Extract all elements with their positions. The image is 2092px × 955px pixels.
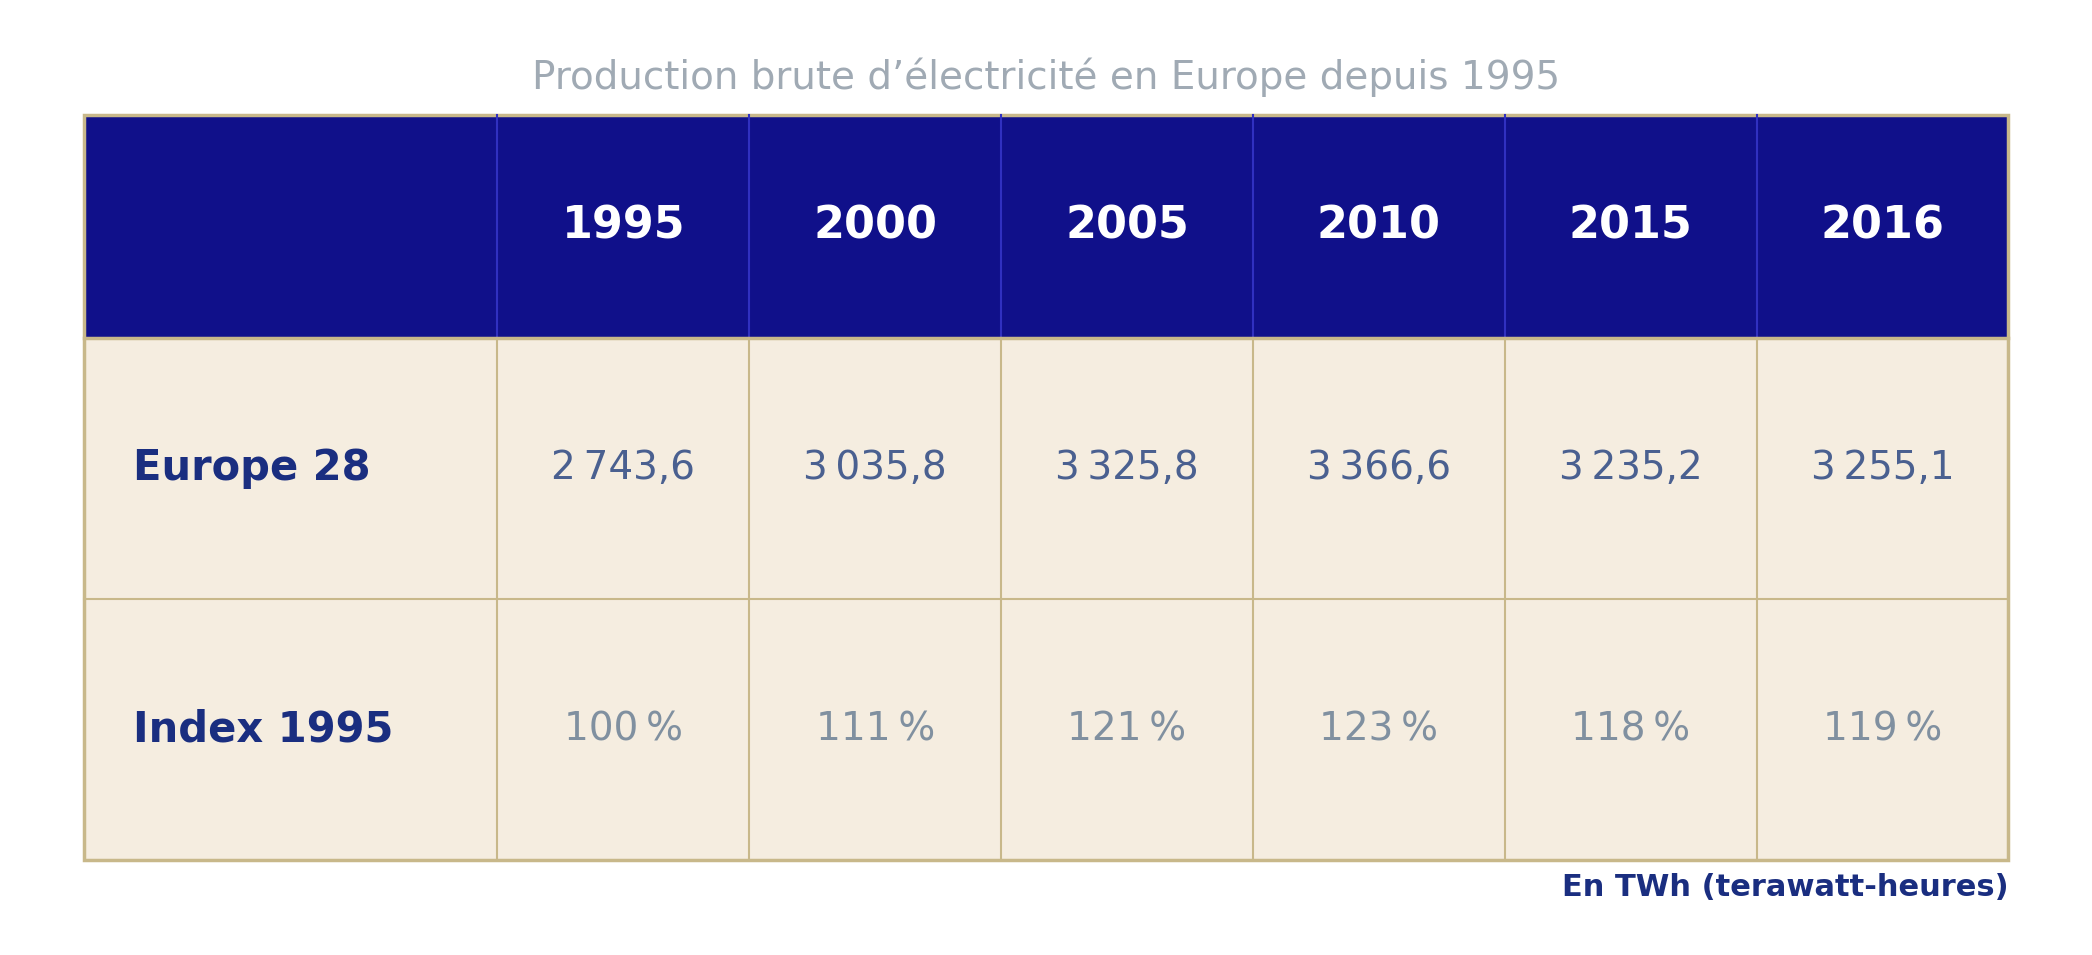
Text: 100 %: 100 % [565,711,682,748]
Text: 2015: 2015 [1569,204,1692,248]
Text: 2016: 2016 [1820,204,1943,248]
Text: Europe 28: Europe 28 [134,448,370,489]
Text: 3 035,8: 3 035,8 [803,450,948,487]
Text: Index 1995: Index 1995 [134,709,393,750]
Text: 121 %: 121 % [1067,711,1186,748]
Text: 3 325,8: 3 325,8 [1054,450,1199,487]
Text: 3 366,6: 3 366,6 [1308,450,1452,487]
Text: 1995: 1995 [561,204,686,248]
Text: 119 %: 119 % [1822,711,1941,748]
Text: 2005: 2005 [1065,204,1188,248]
Text: Production brute d’électricité en Europe depuis 1995: Production brute d’électricité en Europe… [531,57,1561,96]
Text: 2 743,6: 2 743,6 [552,450,695,487]
Text: 3 235,2: 3 235,2 [1559,450,1703,487]
Text: 118 %: 118 % [1571,711,1690,748]
Text: 3 255,1: 3 255,1 [1810,450,1954,487]
Text: 2000: 2000 [814,204,937,248]
Text: 2010: 2010 [1316,204,1441,248]
Text: 123 %: 123 % [1320,711,1439,748]
Text: En TWh (terawatt-heures): En TWh (terawatt-heures) [1563,874,2008,902]
Text: 111 %: 111 % [816,711,935,748]
